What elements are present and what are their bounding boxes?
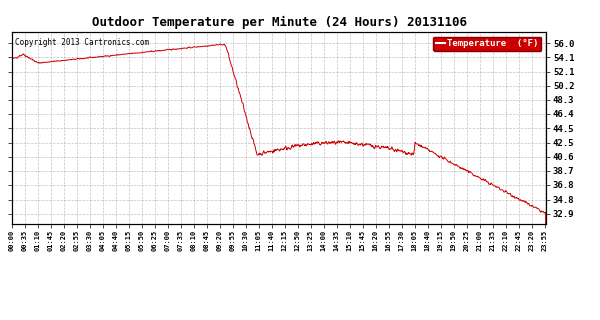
Temperature  (°F) xyxy=(127,52,134,55)
Temperature  (°F) xyxy=(187,46,194,50)
Temperature  (°F) xyxy=(479,177,487,181)
Text: Copyright 2013 Cartronics.com: Copyright 2013 Cartronics.com xyxy=(14,38,149,47)
Temperature  (°F) xyxy=(362,141,370,145)
Temperature  (°F) xyxy=(432,152,439,156)
Temperature  (°F) xyxy=(217,42,224,46)
Legend: Temperature  (°F): Temperature (°F) xyxy=(433,36,541,51)
Temperature  (°F) xyxy=(114,53,121,57)
Title: Outdoor Temperature per Minute (24 Hours) 20131106: Outdoor Temperature per Minute (24 Hours… xyxy=(91,16,467,29)
Temperature  (°F) xyxy=(8,190,16,194)
Temperature  (°F) xyxy=(542,292,550,296)
Line: Temperature  (°F): Temperature (°F) xyxy=(12,44,546,294)
